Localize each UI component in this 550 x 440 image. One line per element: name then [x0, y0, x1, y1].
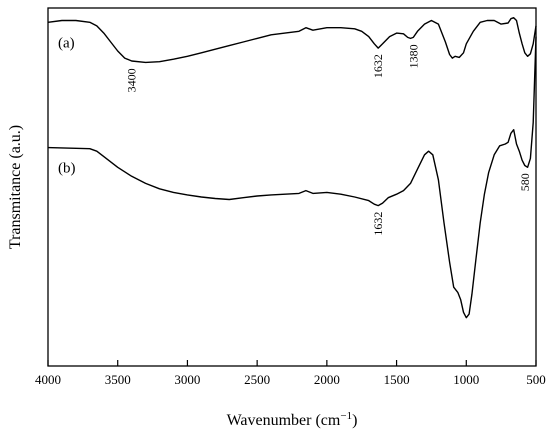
series-label-a: (a) — [58, 35, 75, 51]
x-tick-label: 2500 — [244, 372, 270, 387]
x-axis-ticks: 4000 3500 3000 2500 2000 1500 1000 500 — [35, 360, 546, 387]
plot-frame — [47, 7, 537, 367]
x-tick-label: 3500 — [105, 372, 131, 387]
x-tick-label: 500 — [526, 372, 546, 387]
series-label-b: (b) — [58, 161, 76, 177]
x-tick-label: 4000 — [35, 372, 61, 387]
annotations-group: 3400 1632 1380 1632 580 — [125, 44, 532, 235]
series-line-b — [47, 36, 537, 319]
peak-label: 580 — [518, 173, 532, 191]
x-tick-label: 2000 — [314, 372, 340, 387]
x-axis-title-close: ) — [352, 412, 357, 429]
x-axis-title-main: Wavenumber (cm — [227, 412, 341, 429]
x-axis-title-superscript: −1 — [340, 410, 352, 422]
peak-label: 1632 — [371, 54, 385, 78]
x-axis-title: Wavenumber (cm−1) — [227, 410, 358, 429]
series-group: (a) (b) — [47, 17, 537, 319]
x-tick-label: 3000 — [174, 372, 200, 387]
x-tick-label: 1000 — [453, 372, 479, 387]
peak-label: 1380 — [406, 44, 420, 68]
peak-label: 1632 — [371, 212, 385, 236]
peak-label: 3400 — [125, 68, 139, 92]
series-line-a — [47, 17, 537, 64]
x-tick-label: 1500 — [384, 372, 410, 387]
y-axis-title: Transmitance (a.u.) — [7, 125, 24, 249]
